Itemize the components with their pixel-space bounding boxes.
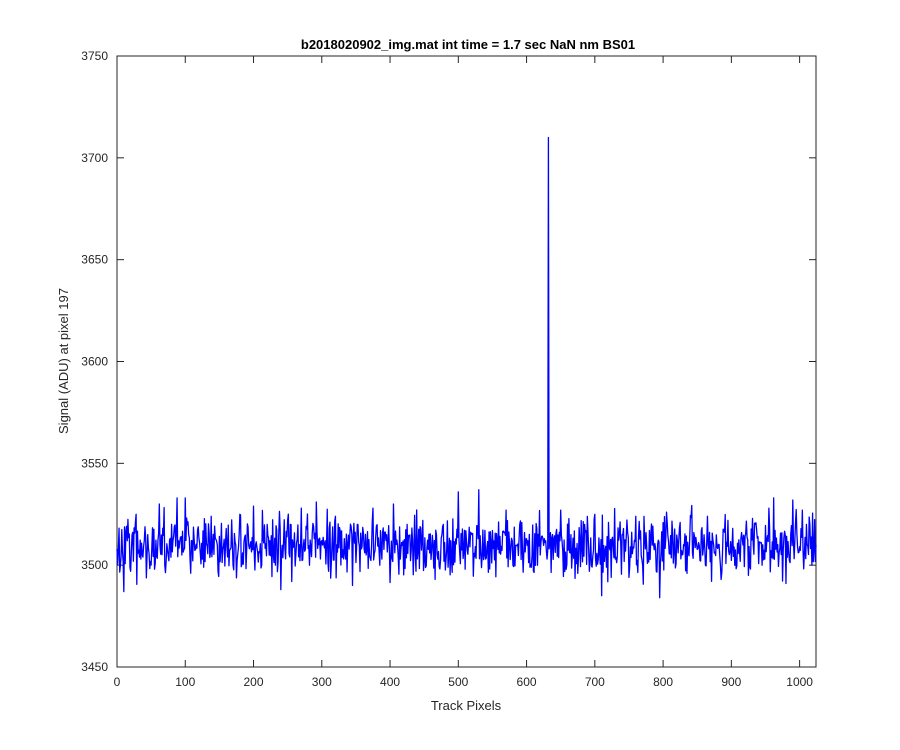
y-tick-label: 3500: [81, 558, 108, 572]
x-tick-label: 900: [721, 675, 741, 689]
y-tick-label: 3650: [81, 253, 108, 267]
y-tick-label: 3450: [81, 660, 108, 674]
x-tick-label: 1000: [786, 675, 813, 689]
y-axis-label: Signal (ADU) at pixel 197: [56, 288, 71, 434]
x-tick-label: 600: [517, 675, 537, 689]
y-tick-label: 3700: [81, 151, 108, 165]
chart-title: b2018020902_img.mat int time = 1.7 sec N…: [301, 37, 635, 52]
y-axis: 3450 3500 3550 3600 3650 3700 3750: [81, 49, 816, 674]
x-tick-label: 0: [114, 675, 121, 689]
x-tick-label: 800: [653, 675, 673, 689]
x-tick-label: 700: [585, 675, 605, 689]
x-axis-label: Track Pixels: [431, 698, 502, 713]
x-tick-label: 100: [175, 675, 195, 689]
series-line: [116, 136, 817, 599]
y-tick-label: 3600: [81, 355, 108, 369]
y-tick-label: 3550: [81, 456, 108, 470]
x-tick-label: 200: [244, 675, 264, 689]
x-tick-label: 300: [312, 675, 332, 689]
x-tick-label: 500: [448, 675, 468, 689]
y-tick-label: 3750: [81, 49, 108, 63]
x-tick-label: 400: [380, 675, 400, 689]
x-axis: 0 100 200 300 400 500 600 700 800 900 1000: [114, 56, 813, 689]
series-layer: [116, 136, 817, 599]
